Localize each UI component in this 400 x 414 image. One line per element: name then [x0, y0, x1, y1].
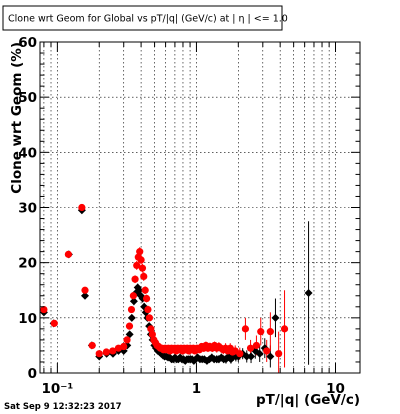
- data-point-red: [144, 305, 152, 314]
- data-point-red: [147, 325, 155, 333]
- data-point-red: [141, 286, 149, 294]
- data-point-red: [120, 342, 128, 351]
- axis-ticks: [40, 41, 360, 374]
- y-tick-label: 60: [18, 35, 37, 51]
- data-point-red: [88, 341, 96, 350]
- data-point-red: [241, 325, 250, 333]
- data-point-red: [266, 328, 274, 336]
- tick-labels: 0 10 20 30 40 50 60 10⁻¹ 1 10: [18, 35, 345, 397]
- data-point-black: [127, 313, 136, 322]
- data-point-red: [280, 325, 289, 333]
- data-point-black: [242, 352, 251, 361]
- data-point-red: [95, 350, 103, 358]
- y-tick-label: 30: [18, 201, 37, 217]
- data-point-red: [275, 350, 283, 358]
- data-point-red: [142, 294, 151, 303]
- data-point-red: [129, 292, 137, 300]
- data-point-black: [247, 352, 256, 361]
- title-box: [2, 5, 283, 31]
- data-point-red: [81, 286, 89, 294]
- data-point-black: [304, 289, 313, 298]
- x-tick-label: 1: [192, 381, 201, 397]
- y-axis-label: Clone wrt Geom (%): [9, 42, 25, 194]
- data-point-red: [136, 248, 144, 256]
- grid: [40, 42, 360, 373]
- data-point-black: [271, 313, 280, 322]
- y-tick-label: 40: [18, 145, 37, 161]
- data-point-black: [129, 297, 138, 306]
- data-point-red: [123, 336, 131, 344]
- y-tick-label: 20: [18, 256, 37, 272]
- data-point-red: [140, 272, 148, 281]
- footer-timestamp: Sat Sep 9 12:32:23 2017: [4, 402, 122, 412]
- x-tick-label: 10: [326, 381, 345, 397]
- data-point-red: [125, 322, 134, 330]
- y-tick-label: 10: [18, 311, 37, 327]
- data-point-red: [64, 250, 72, 258]
- x-axis-label: pT/|q| (GeV/c): [256, 392, 360, 408]
- y-tick-label: 50: [18, 90, 37, 106]
- data-point-red: [109, 347, 117, 355]
- data-point-red: [102, 348, 110, 356]
- data-point-red: [148, 330, 156, 338]
- data-point-red: [137, 256, 145, 264]
- data-point-red: [127, 305, 136, 314]
- data-point-red: [263, 347, 271, 355]
- data-point-black: [255, 349, 264, 358]
- data-points: [39, 203, 313, 365]
- data-point-red: [78, 203, 86, 212]
- data-point-red: [252, 341, 261, 350]
- data-point-black: [266, 352, 275, 361]
- data-point-red: [257, 328, 265, 336]
- data-point-red: [236, 350, 244, 358]
- data-point-red: [133, 261, 141, 270]
- data-point-red: [246, 344, 255, 352]
- data-point-red: [131, 275, 139, 283]
- data-point-red: [145, 314, 154, 322]
- chart-title: Clone wrt Geom for Global vs pT/|q| (GeV…: [8, 14, 288, 25]
- data-point-red: [138, 264, 147, 272]
- x-tick-label: 10⁻¹: [41, 381, 73, 397]
- y-tick-label: 0: [28, 366, 37, 382]
- data-point-black: [81, 291, 90, 300]
- data-point-red: [40, 305, 48, 314]
- data-point-red: [50, 319, 58, 327]
